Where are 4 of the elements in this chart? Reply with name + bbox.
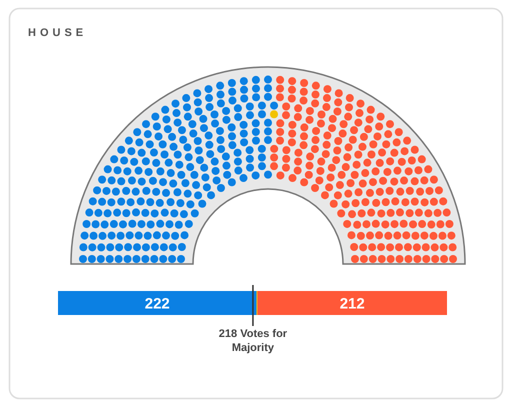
data-label: 222 — [144, 296, 170, 312]
data-label: 212 — [340, 296, 365, 312]
chart-title: HOUSE — [28, 27, 88, 39]
ref-line-label: 218 Votes for Majority — [218, 328, 288, 354]
